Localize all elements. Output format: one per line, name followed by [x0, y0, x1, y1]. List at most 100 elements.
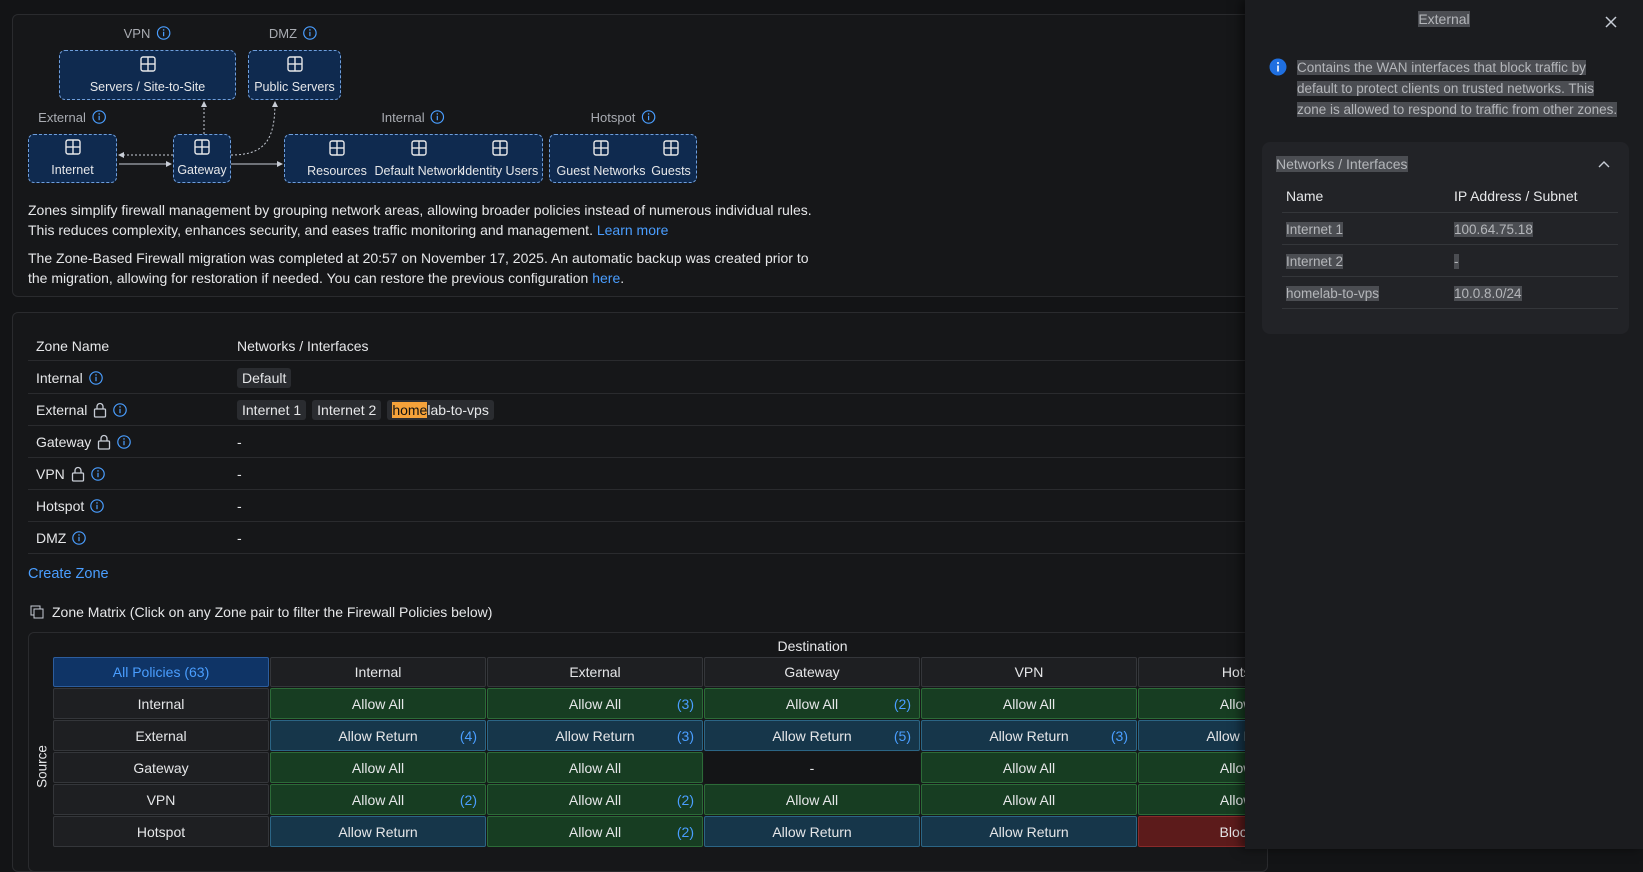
side-panel: External Contains the WAN interfaces tha… [1245, 0, 1643, 849]
cell-action: Allow All [1002, 791, 1056, 808]
section-title: Networks / Interfaces [1276, 156, 1408, 172]
matrix-cell[interactable]: Allow All (2) [487, 816, 703, 847]
zone-name: VPN [123, 25, 151, 41]
info-icon [430, 110, 445, 124]
diagram-node[interactable]: Identity Users [460, 134, 540, 183]
zone-row[interactable]: Internal Default [28, 362, 1245, 394]
matrix-cell[interactable]: Allow All [704, 784, 920, 815]
close-button[interactable] [1605, 16, 1617, 28]
node-icon [591, 139, 611, 164]
diagram-node[interactable]: Servers / Site-to-Site [59, 50, 236, 100]
section-card: Networks / Interfaces Name IP Address / S… [1262, 142, 1629, 334]
node-label: Resources [307, 164, 367, 178]
node-icon [409, 139, 429, 164]
networks-empty: - [237, 529, 242, 546]
zone-label: External [38, 108, 106, 126]
node-icon [661, 139, 681, 164]
networks-cell: Default [237, 367, 297, 388]
matrix-cell[interactable]: - [704, 752, 920, 783]
matrix-cell[interactable]: Allow Return (5) [704, 720, 920, 751]
matrix-cell[interactable]: Allow Return [270, 816, 486, 847]
diagram-node[interactable]: Guests [648, 134, 694, 183]
panel-title: External [1418, 11, 1470, 27]
network-chip: homelab-to-vps [387, 399, 494, 420]
diagram-node[interactable]: Gateway [173, 134, 231, 183]
info-icon [156, 26, 171, 40]
networks-cell: Internet 1 Internet 2 homelab-to-vps [237, 399, 500, 420]
zone-name: External [38, 109, 86, 125]
matrix-cell[interactable]: Allow All [270, 752, 486, 783]
diagram-node[interactable]: Guest Networks [553, 134, 649, 183]
cell-count: (2) [676, 823, 694, 840]
zone-row[interactable]: Hotspot - [28, 490, 1245, 522]
info-icon [113, 402, 128, 417]
matrix-cell[interactable]: Allow Return (4) [270, 720, 486, 751]
info-icon [72, 530, 87, 545]
node-label: Guest Networks [556, 164, 646, 178]
panel-row-line [1282, 308, 1618, 309]
restore-link[interactable]: here [592, 270, 621, 286]
matrix-cell[interactable]: Allow All [487, 752, 703, 783]
cell-action: Allow All [568, 695, 622, 712]
panel-description-wrap: Contains the WAN interfaces that block t… [1297, 57, 1622, 120]
matrix-cell[interactable]: Allow Return (3) [487, 720, 703, 751]
cell-action: Allow All [351, 695, 405, 712]
matrix-column-header: Internal [270, 657, 486, 687]
panel-cell-text: 10.0.8.0/24 [1454, 286, 1522, 301]
migration-end: . [620, 270, 625, 286]
info-icon [1269, 58, 1287, 76]
cell-count: (4) [459, 727, 477, 744]
network-chip: Internet 2 [312, 399, 382, 420]
diagram-node[interactable]: Resources [296, 134, 378, 183]
matrix-cell[interactable]: Allow Return [704, 816, 920, 847]
panel-cell-text: Internet 2 [1286, 254, 1344, 269]
collapse-chevron[interactable] [1598, 160, 1610, 168]
zone-name-cell: External [36, 401, 128, 418]
cell-action: Allow Return [338, 823, 418, 840]
node-label: Guests [651, 164, 691, 178]
diagram-node[interactable]: Internet [28, 134, 117, 183]
zone-label: Hotspot [591, 108, 656, 126]
matrix-cell[interactable]: Allow All [921, 752, 1137, 783]
matrix-column-header: VPN [921, 657, 1137, 687]
zone-row[interactable]: External Internet 1 Internet 2 homelab-to-v… [28, 394, 1245, 426]
learn-more-link[interactable]: Learn more [596, 222, 669, 238]
zone-name-cell: VPN [36, 466, 105, 482]
create-zone[interactable]: Create Zone [28, 566, 109, 582]
info-icon [90, 498, 105, 513]
zone-label: DMZ [269, 24, 317, 42]
diagram-node[interactable]: Public Servers [248, 50, 341, 100]
node-label: Gateway [177, 163, 227, 177]
matrix-cell[interactable]: Allow All [270, 688, 486, 719]
zone-name-cell: Hotspot [36, 498, 105, 514]
lock-icon [97, 434, 111, 450]
panel-cell-text: - [1454, 254, 1459, 269]
cell-action: Allow All [568, 759, 622, 776]
cell-count: (3) [676, 727, 694, 744]
matrix-cell[interactable]: Allow All [921, 784, 1137, 815]
zone-name: External [36, 401, 88, 418]
zone-label: Internal [381, 108, 445, 126]
zone-row[interactable]: VPN - [28, 458, 1245, 490]
zone-name: DMZ [36, 529, 67, 546]
matrix-cell[interactable]: Allow Return (3) [921, 720, 1137, 751]
matrix-row-header: Hotspot [53, 816, 269, 847]
info-icon [117, 434, 132, 449]
matrix-cell[interactable]: Allow All (2) [270, 784, 486, 815]
matrix-cell[interactable]: Allow All (2) [487, 784, 703, 815]
matrix-cell[interactable]: Allow All (2) [704, 688, 920, 719]
matrix-cell[interactable]: Allow All [921, 688, 1137, 719]
matrix-cell[interactable]: Allow Return [921, 816, 1137, 847]
all-policies[interactable]: All Policies (63) [53, 657, 269, 687]
cell-action: Allow Return [772, 823, 852, 840]
networks-cell: - [237, 530, 242, 546]
diagram-node[interactable]: Default Network [370, 134, 468, 183]
lock-icon [71, 466, 85, 482]
panel-cell-text: 100.64.75.18 [1454, 222, 1533, 237]
panel-cell: - [1454, 254, 1459, 269]
networks-cell: - [237, 498, 242, 514]
matrix-cell[interactable]: Allow All (3) [487, 688, 703, 719]
panel-column-header: Name [1286, 188, 1324, 204]
zone-row[interactable]: DMZ - [28, 522, 1245, 554]
zone-row[interactable]: Gateway - [28, 426, 1245, 458]
